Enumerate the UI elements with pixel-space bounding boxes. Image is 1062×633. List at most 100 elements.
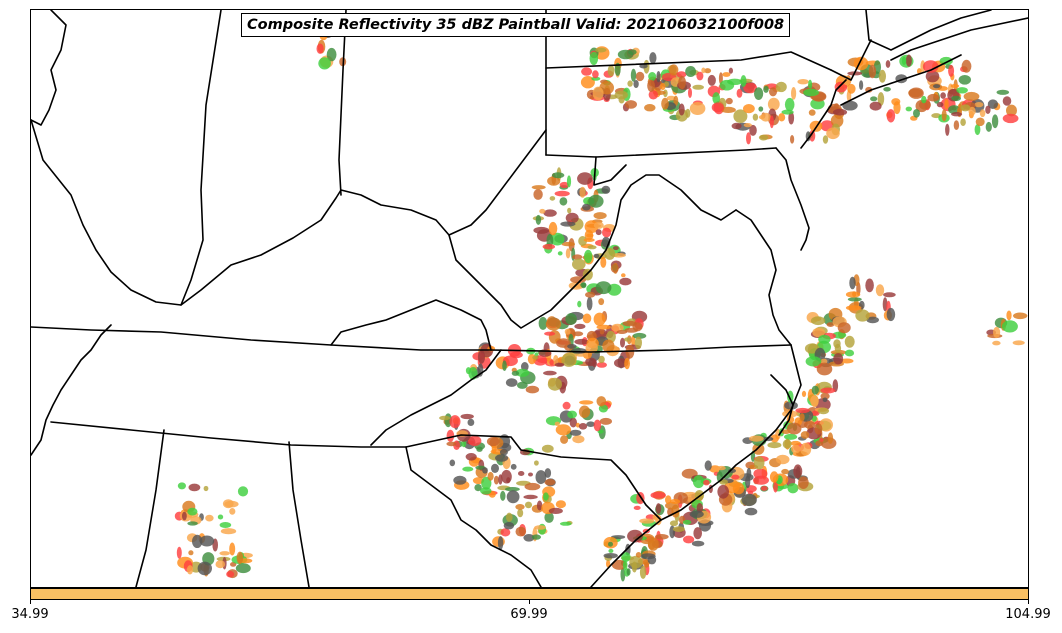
reflectivity-blob <box>481 476 492 490</box>
reflectivity-blob <box>535 214 542 225</box>
reflectivity-blob <box>220 528 237 535</box>
reflectivity-blob <box>987 99 999 109</box>
reflectivity-blob <box>639 63 648 69</box>
reflectivity-blob <box>752 113 759 121</box>
reflectivity-blob <box>744 507 758 516</box>
reflectivity-blob <box>758 106 764 112</box>
reflectivity-blob <box>599 329 605 335</box>
reflectivity-blob <box>665 495 672 505</box>
reflectivity-blob <box>316 43 324 54</box>
reflectivity-blob <box>753 468 768 479</box>
reflectivity-blob <box>486 436 500 447</box>
reflectivity-blob <box>596 396 607 407</box>
reflectivity-blob <box>622 320 637 327</box>
reflectivity-blob <box>547 176 561 186</box>
reflectivity-blob <box>883 292 896 298</box>
reflectivity-blob <box>505 487 520 492</box>
reflectivity-blob <box>545 317 562 331</box>
reflectivity-blob <box>564 328 571 335</box>
reflectivity-blob <box>816 362 833 376</box>
reflectivity-blob <box>917 68 922 75</box>
reflectivity-blob <box>720 106 736 113</box>
reflectivity-blob <box>541 444 554 453</box>
reflectivity-blob <box>518 471 525 476</box>
reflectivity-blob <box>672 526 685 532</box>
reflectivity-blob <box>215 560 226 569</box>
reflectivity-blob <box>616 330 628 334</box>
reflectivity-blob <box>585 291 596 298</box>
reflectivity-blob <box>584 229 594 241</box>
reflectivity-blob <box>692 475 705 489</box>
reflectivity-blob <box>203 485 209 492</box>
reflectivity-blob <box>866 316 879 324</box>
reflectivity-blob <box>733 109 748 123</box>
reflectivity-blob <box>847 83 856 94</box>
reflectivity-blob <box>790 440 801 446</box>
reflectivity-blob <box>951 95 961 102</box>
reflectivity-blob <box>798 476 809 490</box>
reflectivity-blob <box>495 454 509 462</box>
reflectivity-blob <box>577 300 582 308</box>
reflectivity-blob <box>528 472 533 477</box>
reflectivity-blob <box>217 514 224 520</box>
reflectivity-blob <box>627 529 643 543</box>
reflectivity-blob <box>812 327 826 338</box>
reflectivity-blob <box>801 390 807 397</box>
reflectivity-blob <box>819 418 833 432</box>
reflectivity-blob <box>606 559 611 568</box>
reflectivity-blob <box>534 460 539 466</box>
reflectivity-blob <box>678 103 685 116</box>
reflectivity-blob <box>650 491 666 499</box>
reflectivity-blob <box>593 253 600 259</box>
reflectivity-blob <box>727 78 743 86</box>
reflectivity-blob <box>517 508 524 518</box>
reflectivity-blob <box>939 56 953 66</box>
reflectivity-blob <box>482 467 488 474</box>
reflectivity-blob <box>763 85 769 93</box>
reflectivity-blob <box>791 444 801 454</box>
tennessee-south-border <box>50 421 407 448</box>
reflectivity-blob <box>503 522 515 530</box>
reflectivity-blob <box>963 91 980 101</box>
reflectivity-blob <box>544 468 552 478</box>
reflectivity-blob <box>556 338 571 348</box>
reflectivity-blob <box>951 112 963 117</box>
reflectivity-blob <box>992 340 1001 346</box>
reflectivity-blob <box>226 570 235 578</box>
reflectivity-blob <box>515 526 527 537</box>
reflectivity-blob <box>956 87 968 94</box>
reflectivity-blob <box>543 209 557 217</box>
reflectivity-blob <box>656 71 661 83</box>
reflectivity-blob <box>974 124 981 136</box>
colorbar-tick-mid <box>529 600 530 604</box>
ny-north-border <box>865 10 992 51</box>
reflectivity-blob <box>177 482 186 490</box>
reflectivity-blob <box>811 385 819 395</box>
reflectivity-blob <box>561 353 577 367</box>
reflectivity-blob <box>525 385 540 394</box>
reflectivity-blob <box>985 105 991 115</box>
mississippi-alabama-border <box>135 429 165 587</box>
new-york-pa-border <box>545 51 832 71</box>
reflectivity-blob <box>803 88 819 97</box>
reflectivity-blob <box>660 82 666 91</box>
reflectivity-blob <box>810 316 826 326</box>
reflectivity-blob <box>524 482 541 491</box>
reflectivity-blob <box>701 67 706 74</box>
reflectivity-blob <box>693 527 702 540</box>
reflectivity-blob <box>913 109 920 118</box>
reflectivity-blob <box>554 190 570 197</box>
reflectivity-blob <box>582 203 591 211</box>
reflectivity-blob <box>439 415 451 421</box>
reflectivity-blob <box>790 135 795 144</box>
reflectivity-blob <box>555 424 572 436</box>
reflectivity-blob <box>595 229 602 236</box>
reflectivity-blob <box>608 548 614 553</box>
reflectivity-blob <box>487 471 494 481</box>
reflectivity-blob <box>787 390 794 403</box>
reflectivity-blob <box>600 256 607 268</box>
reflectivity-blob <box>760 112 772 122</box>
reflectivity-blob <box>516 381 528 389</box>
reflectivity-blob <box>499 448 508 456</box>
reflectivity-blob <box>559 521 572 526</box>
